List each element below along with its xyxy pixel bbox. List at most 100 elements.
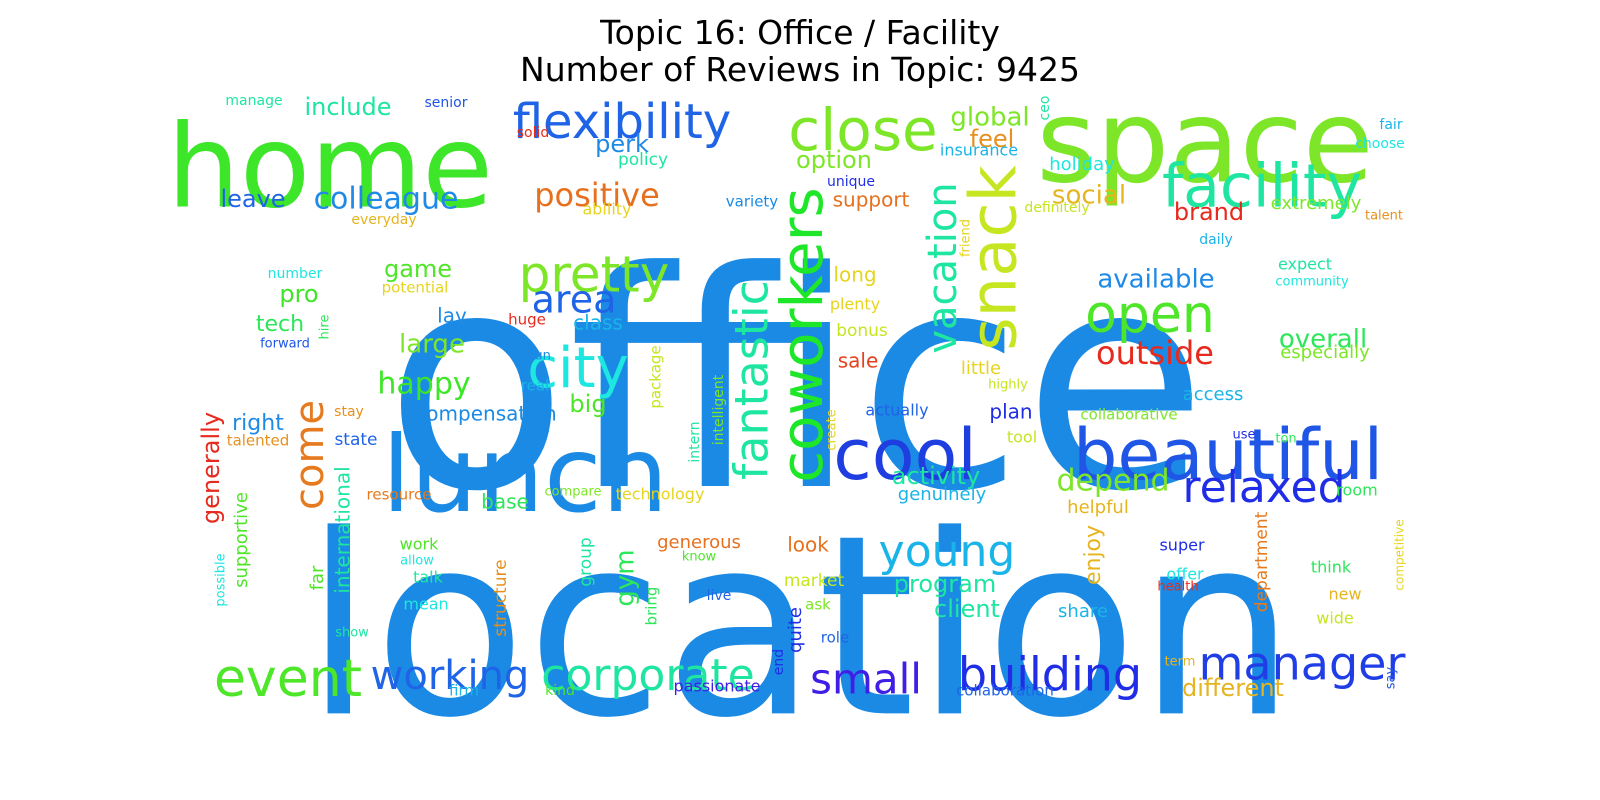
- word-flexibility: flexibility: [513, 94, 731, 150]
- word-social: social: [1052, 181, 1126, 211]
- word-state: state: [334, 430, 377, 450]
- word-expect: expect: [1278, 255, 1332, 274]
- word-base: base: [481, 490, 529, 514]
- word-room: room: [1336, 481, 1377, 500]
- word-hire: hire: [318, 315, 333, 340]
- word-pretty: pretty: [519, 246, 670, 304]
- word-location: location: [304, 481, 1296, 772]
- word-variety: variety: [726, 193, 779, 211]
- word-home: home: [167, 101, 493, 235]
- word-generous: generous: [657, 532, 741, 553]
- word-client: client: [934, 595, 1000, 623]
- word-say: say: [1384, 666, 1399, 689]
- word-city: city: [527, 336, 628, 401]
- word-mean: mean: [403, 595, 448, 614]
- word-global: global: [950, 103, 1029, 133]
- word-compare: compare: [544, 485, 601, 500]
- word-generally: generally: [197, 412, 225, 524]
- word-vacation: vacation: [920, 182, 966, 353]
- word-passionate: passionate: [674, 677, 761, 696]
- word-kind: kind: [545, 683, 575, 699]
- word-close: close: [788, 96, 937, 164]
- word-plan: plan: [989, 400, 1032, 424]
- word-lunch: lunch: [382, 414, 669, 536]
- word-possible: possible: [214, 553, 229, 606]
- word-use: use: [1232, 428, 1255, 443]
- word-extremely: extremely: [1271, 193, 1362, 214]
- word-option: option: [796, 146, 872, 174]
- word-cool: cool: [833, 414, 977, 496]
- word-policy: policy: [618, 150, 668, 170]
- word-office: office: [384, 208, 1207, 557]
- word-collaborative: collaborative: [1080, 406, 1177, 424]
- word-stay: stay: [334, 404, 364, 420]
- word-live: live: [707, 588, 732, 604]
- word-large: large: [399, 330, 465, 360]
- word-compensation: compensation: [415, 402, 556, 426]
- word-run: run: [529, 349, 551, 364]
- word-beautiful: beautiful: [1073, 414, 1383, 496]
- word-coworkers: coworkers: [768, 187, 836, 482]
- word-forward: forward: [260, 337, 310, 352]
- word-talent: talent: [1365, 209, 1403, 224]
- word-holiday: holiday: [1049, 154, 1115, 175]
- word-actually: actually: [865, 401, 928, 420]
- word-game: game: [384, 255, 452, 283]
- word-young: young: [879, 526, 1016, 577]
- word-intelligent: intelligent: [711, 374, 727, 445]
- word-snack: snack: [958, 165, 1032, 350]
- word-feel: feel: [970, 125, 1015, 153]
- chart-title: Topic 16: Office / Facility: [600, 13, 1000, 52]
- word-share: share: [1058, 601, 1108, 622]
- word-lay: lay: [437, 304, 467, 328]
- word-depend: depend: [1056, 464, 1169, 499]
- word-end: end: [771, 649, 787, 675]
- word-group: group: [576, 537, 596, 586]
- word-working: working: [371, 653, 530, 699]
- word-department: department: [1252, 511, 1272, 612]
- word-helpful: helpful: [1067, 497, 1129, 518]
- word-real: real: [521, 377, 549, 395]
- word-long: long: [833, 263, 876, 287]
- word-leave: leave: [220, 185, 285, 213]
- word-highly: highly: [988, 378, 1028, 393]
- word-show: show: [335, 626, 369, 641]
- word-structure: structure: [491, 559, 511, 636]
- word-gym: gym: [611, 549, 641, 606]
- word-available: available: [1097, 265, 1214, 295]
- word-ask: ask: [805, 596, 831, 614]
- word-quite: quite: [785, 607, 806, 653]
- word-corporate: corporate: [541, 650, 754, 701]
- chart-subtitle: Number of Reviews in Topic: 9425: [520, 50, 1080, 89]
- word-access: access: [1183, 384, 1244, 405]
- word-collaboration: collaboration: [956, 682, 1054, 700]
- word-know: know: [682, 550, 717, 565]
- word-program: program: [894, 570, 996, 598]
- word-think: think: [1311, 558, 1352, 577]
- word-especially: especially: [1280, 342, 1370, 363]
- word-open: open: [1085, 285, 1215, 345]
- word-far: far: [307, 565, 328, 590]
- word-building: building: [958, 648, 1142, 702]
- word-bonus: bonus: [836, 321, 888, 341]
- word-perk: perk: [595, 130, 649, 158]
- word-intern: intern: [687, 421, 703, 462]
- word-look: look: [787, 533, 829, 557]
- word-ability: ability: [582, 200, 631, 219]
- word-fair: fair: [1379, 117, 1402, 133]
- word-health: health: [1157, 580, 1198, 595]
- word-area: area: [532, 278, 617, 322]
- word-right: right: [232, 411, 284, 436]
- word-come: come: [287, 400, 333, 510]
- word-unique: unique: [827, 174, 875, 190]
- word-resource: resource: [367, 486, 432, 504]
- word-potential: potential: [382, 279, 449, 297]
- word-enjoy: enjoy: [1081, 525, 1106, 585]
- word-manager: manager: [1199, 637, 1406, 691]
- word-number: number: [268, 266, 323, 282]
- word-genuinely: genuinely: [898, 484, 987, 505]
- word-plenty: plenty: [830, 295, 880, 314]
- word-wide: wide: [1316, 609, 1354, 628]
- word-manage: manage: [225, 93, 282, 109]
